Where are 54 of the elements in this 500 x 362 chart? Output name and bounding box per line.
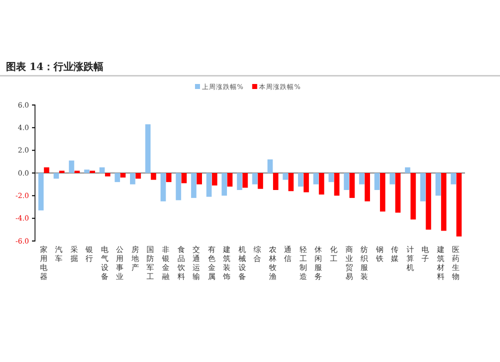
- bar: [181, 173, 187, 184]
- bar: [105, 173, 110, 176]
- bar: [54, 173, 59, 179]
- bar: [252, 173, 258, 184]
- bar: [374, 173, 380, 190]
- bar: [136, 173, 141, 179]
- bar: [344, 173, 350, 190]
- bar: [273, 173, 278, 190]
- bar: [426, 173, 432, 230]
- bar: [441, 173, 446, 231]
- bar: [130, 173, 136, 184]
- bar: [212, 173, 218, 186]
- bar: [68, 160, 74, 173]
- bar: [456, 173, 462, 236]
- bar: [410, 173, 416, 220]
- bar: [450, 173, 456, 184]
- bar: [359, 173, 364, 184]
- bar: [150, 173, 156, 180]
- bar: [227, 173, 233, 187]
- bar: [380, 173, 386, 212]
- bar: [334, 173, 340, 196]
- bar: [176, 173, 182, 200]
- bar: [236, 173, 242, 190]
- bar: [206, 173, 212, 197]
- bar: [84, 170, 90, 173]
- bar: [99, 167, 105, 173]
- bar: [288, 173, 294, 192]
- bar: [304, 173, 309, 192]
- bar: [298, 173, 304, 187]
- bar: [318, 173, 324, 195]
- bar: [395, 173, 401, 213]
- bar: [313, 173, 319, 184]
- bar: [114, 173, 120, 182]
- bar: [120, 173, 126, 178]
- bar: [258, 173, 264, 189]
- bar: [166, 173, 172, 182]
- bar: [242, 173, 248, 188]
- bar: [349, 173, 355, 198]
- bar: [328, 173, 334, 182]
- bar: [160, 173, 166, 202]
- bar: [364, 173, 370, 202]
- bar: [404, 167, 410, 173]
- bar: [145, 124, 151, 173]
- bar: [435, 173, 441, 196]
- bar: [44, 167, 50, 173]
- bar: [420, 173, 426, 202]
- bar: [38, 173, 44, 210]
- bar: [191, 173, 196, 198]
- bar: [222, 173, 227, 196]
- bar: [267, 159, 273, 173]
- bar: [282, 173, 288, 180]
- bar: [390, 173, 395, 184]
- bar: [196, 173, 202, 184]
- chart-title: 图表 14：行业涨跌幅: [6, 61, 104, 73]
